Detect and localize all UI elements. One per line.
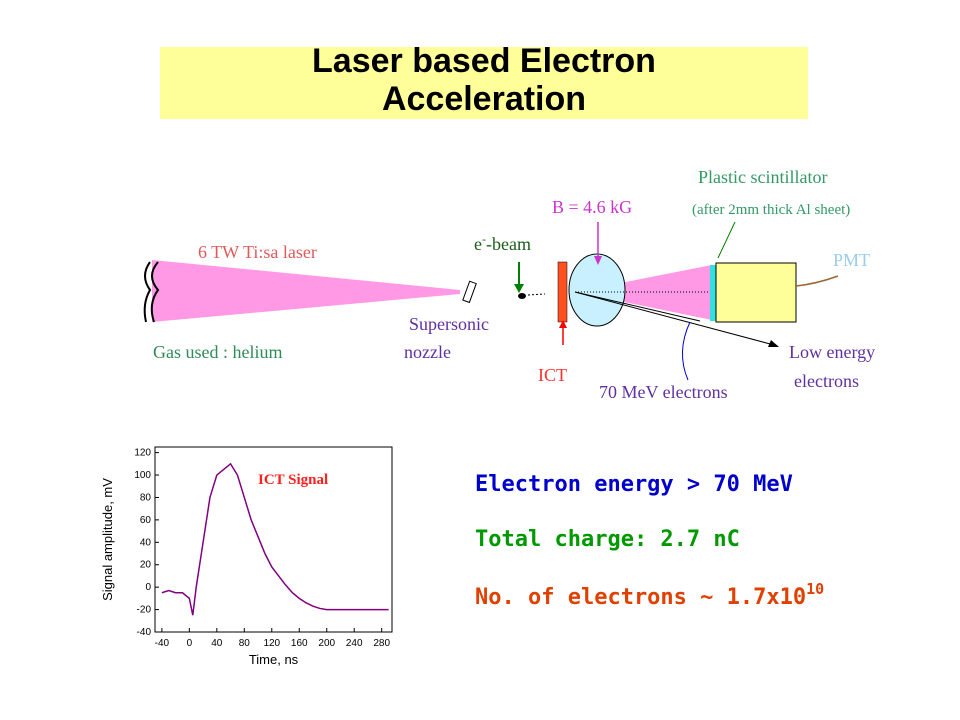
fast-pointer <box>682 321 691 381</box>
laser-beam <box>152 260 460 322</box>
y-tick-label: 40 <box>140 537 152 548</box>
scint-pointer <box>717 221 736 259</box>
x-tick-label: 160 <box>291 638 308 649</box>
al-sheet <box>710 265 716 321</box>
nozzle-label: Supersonic <box>409 314 489 334</box>
nozzle <box>462 280 477 304</box>
x-tick-label: 280 <box>373 638 390 649</box>
beam-label: e--beam <box>474 232 531 254</box>
scint-label: Plastic scintillator <box>698 167 827 187</box>
y-tick-label: -20 <box>137 605 152 616</box>
title-box <box>160 47 808 119</box>
gas-label: Gas used : helium <box>153 342 282 362</box>
chart-title: ICT Signal <box>258 472 328 488</box>
y-tick-label: 80 <box>140 492 152 503</box>
beam-path <box>527 293 546 296</box>
field-label: B = 4.6 kG <box>552 197 632 217</box>
ict-label: ICT <box>538 365 567 385</box>
title: Laser based Electron Acceleration <box>312 42 656 118</box>
ict-device <box>557 261 568 323</box>
ict-chart: -40 -20 0 20 40 60 80 100 120 -40 0 40 80 120 160 200 24… <box>100 446 393 667</box>
x-tick-label: 80 <box>239 638 251 649</box>
electrons-result: No. of electrons ~ 1.7x1010 <box>475 580 824 610</box>
laser-label: 6 TW Ti:sa laser <box>198 242 317 262</box>
x-tick-label: 40 <box>211 638 223 649</box>
x-tick-label: -40 <box>155 638 170 649</box>
y-tick-label: 20 <box>140 560 152 571</box>
y-tick-label: 120 <box>134 448 151 459</box>
slow-label: electrons <box>794 371 859 391</box>
fast-label: 70 MeV electrons <box>599 382 728 402</box>
slow-path <box>574 291 775 346</box>
energy-result: Electron energy > 70 MeV <box>475 472 793 497</box>
x-tick-label: 0 <box>187 638 193 649</box>
slow-label: Low energy <box>789 342 875 362</box>
charge-result: Total charge: 2.7 nC <box>475 527 740 552</box>
beam-arrowhead <box>514 284 524 293</box>
scint-note: (after 2mm thick Al sheet) <box>692 202 850 218</box>
fast-path <box>574 291 701 322</box>
y-axis-label: Signal amplitude, mV <box>100 478 115 601</box>
laser-wave <box>143 261 160 323</box>
field-arrowhead <box>594 256 602 265</box>
pmt-label: PMT <box>833 250 870 270</box>
x-axis-label: Time, ns <box>249 652 299 667</box>
electron-cone <box>575 265 712 320</box>
slow-arrowhead <box>768 340 779 347</box>
y-tick-label: 60 <box>140 515 152 526</box>
y-tick-label: 100 <box>134 470 151 481</box>
y-tick-label: -40 <box>137 627 152 638</box>
x-tick-label: 240 <box>346 638 363 649</box>
signal-line <box>161 462 389 616</box>
beam-dot <box>518 293 526 299</box>
x-tick-label: 200 <box>318 638 335 649</box>
y-tick-label: 0 <box>145 582 151 593</box>
x-tick-label: 120 <box>263 638 280 649</box>
ict-arrowhead <box>559 320 567 328</box>
pmt-cable <box>795 275 839 287</box>
magnet <box>568 253 626 327</box>
nozzle-label: nozzle <box>404 342 451 362</box>
scintillator <box>715 262 797 323</box>
